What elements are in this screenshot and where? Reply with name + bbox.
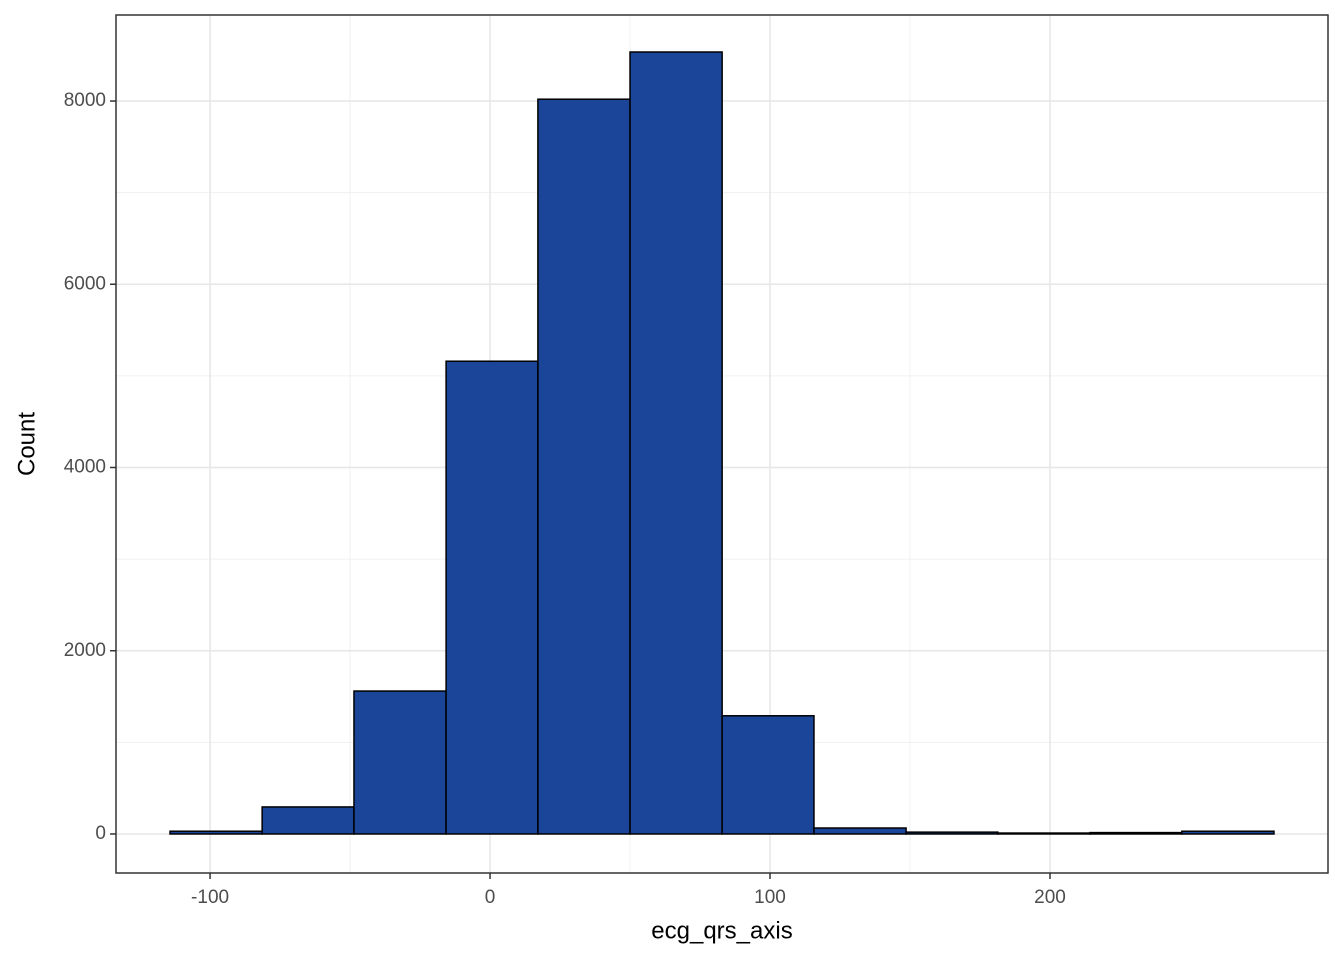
x-axis-label: ecg_qrs_axis [651, 917, 792, 944]
x-tick-label: -100 [191, 887, 229, 908]
bar [813, 827, 907, 835]
bar [997, 832, 1091, 835]
bar [169, 830, 263, 835]
bar [537, 98, 631, 835]
y-tick-label: 2000 [64, 640, 106, 661]
bar [261, 806, 355, 835]
x-tick-label: 100 [754, 887, 786, 908]
bar [353, 690, 447, 835]
bar [1181, 830, 1275, 835]
bar [905, 831, 999, 835]
x-tick-label: 200 [1034, 887, 1066, 908]
y-axis-label: Count [13, 412, 40, 476]
bar [629, 51, 723, 835]
y-tick-label: 6000 [64, 273, 106, 294]
bar [721, 715, 815, 835]
bar [1089, 831, 1183, 835]
bar [445, 360, 539, 835]
y-tick-label: 0 [95, 823, 106, 844]
x-tick-label: 0 [485, 887, 496, 908]
y-tick-label: 4000 [64, 457, 106, 478]
y-tick-label: 8000 [64, 90, 106, 111]
panel-border [115, 14, 1329, 874]
